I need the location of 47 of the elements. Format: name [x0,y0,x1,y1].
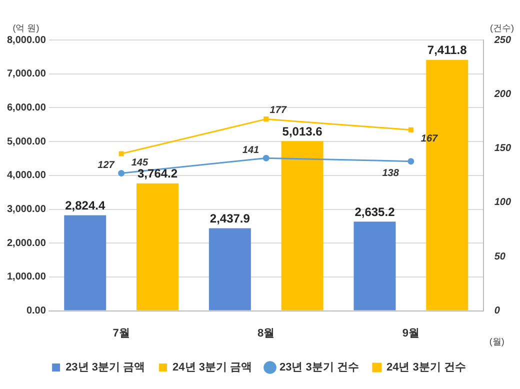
x-tick-label: 7월 [112,327,130,340]
y-tick-label: 5,000.00 [6,136,46,148]
data-label: 2,824.4 [65,198,106,213]
data-label: 3,764.2 [138,166,178,181]
y2-tick-label: 200 [493,88,512,100]
data-label: 2,437.9 [210,212,250,226]
legend-label: 24년 3분기 건수 [386,362,466,374]
y2-tick-label: 50 [494,251,506,262]
data-label: 7,411.8 [427,43,468,58]
point [262,154,270,162]
legend-label: 23년 3분기 건수 [280,362,359,374]
data-label: 141 [242,144,260,156]
point [408,127,414,132]
y-tick-label: 4,000.00 [6,170,46,182]
x-axis-title: (월) [489,336,504,346]
point [118,151,124,156]
bar [64,215,106,310]
y-tick-label: 3,000.00 [6,204,46,215]
y2-tick-label: 250 [493,34,512,46]
legend-label: 23년 3분기 금액 [66,362,146,374]
bar [208,228,251,310]
data-label: 127 [98,160,115,171]
y2-tick-label: 150 [494,143,512,154]
y-tick-label: 6,000.00 [6,102,46,114]
legend-label: 24년 3분기 금액 [172,362,252,374]
data-label: 138 [382,168,400,180]
data-label: 145 [131,157,148,168]
point [264,116,269,122]
y2-tick-label: 0 [494,306,500,317]
data-label: 5,013.6 [282,124,323,138]
y-tick-label: 0.00 [26,306,46,317]
point [118,170,125,176]
bar [354,222,396,310]
y-tick-label: 1,000.00 [6,272,46,283]
y-axis-title: (억 원) [12,22,40,33]
data-label: 177 [270,104,287,116]
y2-tick-label: 100 [494,197,512,208]
x-tick-label: 8월 [258,327,275,340]
y-tick-label: 8,000.00 [6,34,46,46]
x-tick-label: 9월 [402,327,420,340]
y2-axis-title: (건수) [490,22,514,33]
data-label: 2,635.2 [354,204,396,219]
bar [136,183,179,310]
point [408,158,414,165]
y-tick-label: 2,000.00 [6,238,46,249]
bar [281,141,324,310]
y-tick-label: 7,000.00 [6,68,46,80]
